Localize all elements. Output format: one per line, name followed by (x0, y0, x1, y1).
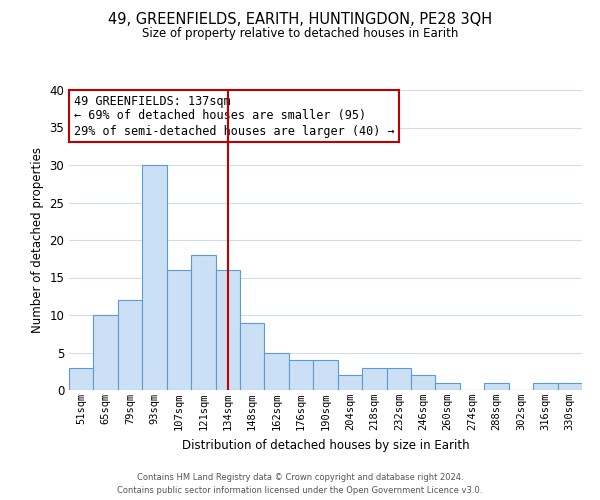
Y-axis label: Number of detached properties: Number of detached properties (31, 147, 44, 333)
Bar (411, 375, 436, 390)
Bar (313, 360, 338, 390)
Bar (215, 270, 240, 390)
Text: 49 GREENFIELDS: 137sqm
← 69% of detached houses are smaller (95)
29% of semi-det: 49 GREENFIELDS: 137sqm ← 69% of detached… (74, 94, 395, 138)
Text: Size of property relative to detached houses in Earith: Size of property relative to detached ho… (142, 28, 458, 40)
Bar (362, 368, 386, 390)
Bar (94, 315, 118, 390)
Text: 49, GREENFIELDS, EARITH, HUNTINGDON, PE28 3QH: 49, GREENFIELDS, EARITH, HUNTINGDON, PE2… (108, 12, 492, 28)
Bar (191, 255, 215, 390)
Bar (338, 375, 362, 390)
X-axis label: Distribution of detached houses by size in Earith: Distribution of detached houses by size … (182, 438, 469, 452)
Bar (557, 382, 582, 390)
Bar (386, 368, 411, 390)
Bar (142, 165, 167, 390)
Bar (167, 270, 191, 390)
Bar (240, 322, 265, 390)
Bar (436, 382, 460, 390)
Bar (118, 300, 142, 390)
Bar (533, 382, 557, 390)
Bar (265, 352, 289, 390)
Bar (69, 368, 94, 390)
Bar (289, 360, 313, 390)
Bar (484, 382, 509, 390)
Text: Contains HM Land Registry data © Crown copyright and database right 2024.
Contai: Contains HM Land Registry data © Crown c… (118, 474, 482, 495)
